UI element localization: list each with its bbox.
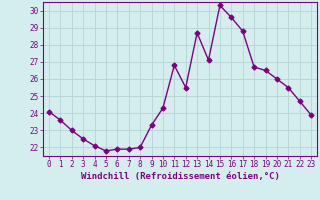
X-axis label: Windchill (Refroidissement éolien,°C): Windchill (Refroidissement éolien,°C) bbox=[81, 172, 279, 181]
